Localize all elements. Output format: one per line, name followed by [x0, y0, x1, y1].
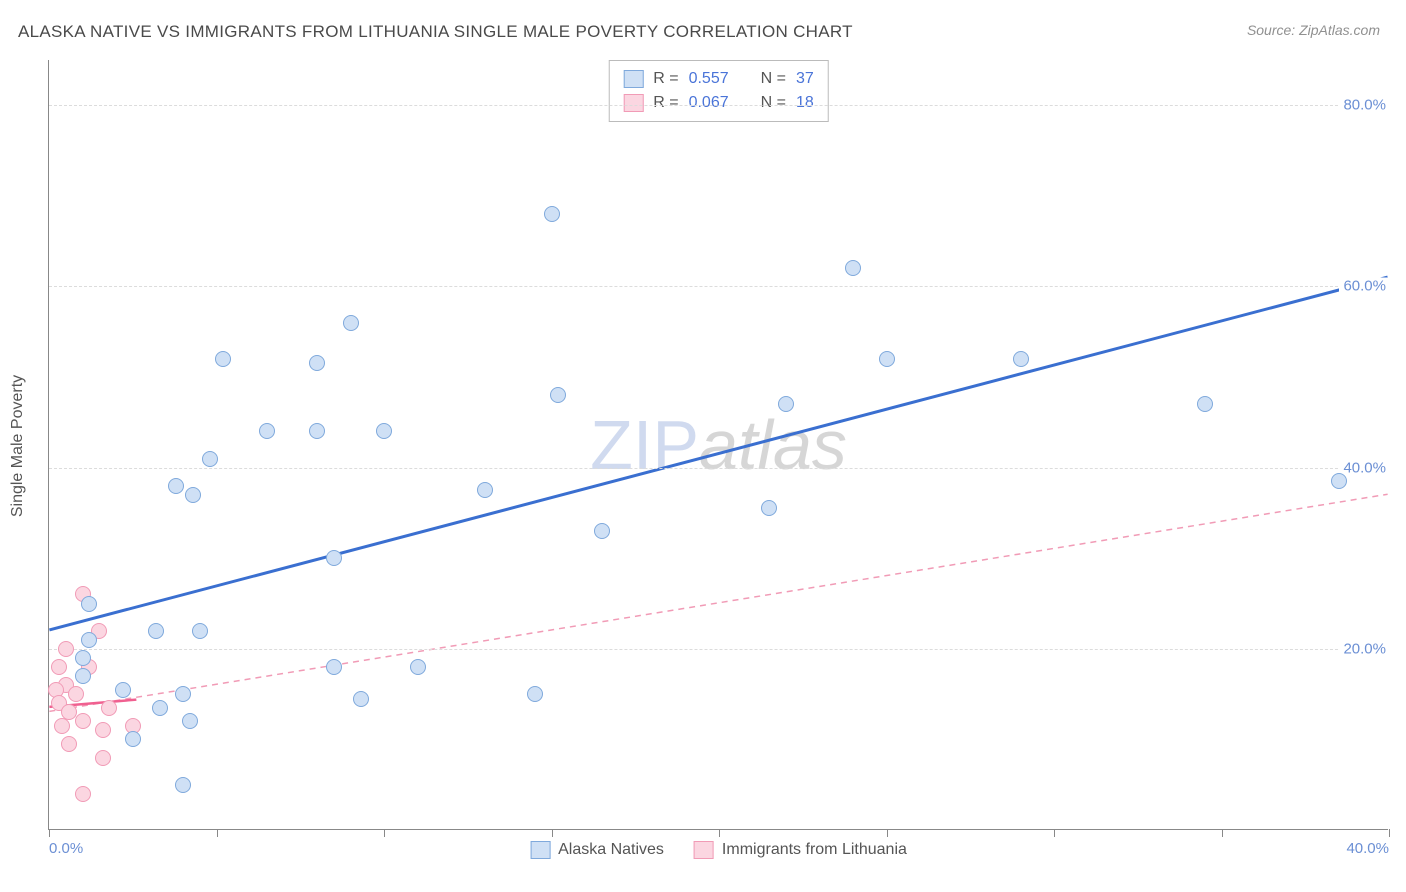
r-key: R =	[653, 67, 678, 91]
legend-stat-row: R = 0.557 N = 37	[623, 67, 814, 91]
point-alaska	[185, 487, 201, 503]
point-alaska	[309, 423, 325, 439]
point-lithuania	[58, 641, 74, 657]
source-attribution: Source: ZipAtlas.com	[1247, 22, 1380, 38]
point-lithuania	[75, 786, 91, 802]
point-alaska	[81, 632, 97, 648]
point-lithuania	[68, 686, 84, 702]
point-alaska	[115, 682, 131, 698]
x-tick	[1222, 829, 1223, 837]
point-alaska	[309, 355, 325, 371]
point-alaska	[75, 668, 91, 684]
r-key: R =	[653, 91, 678, 115]
point-alaska	[192, 623, 208, 639]
point-alaska	[353, 691, 369, 707]
point-alaska	[544, 206, 560, 222]
y-axis-label: Single Male Poverty	[9, 375, 27, 517]
chart-title: ALASKA NATIVE VS IMMIGRANTS FROM LITHUAN…	[18, 22, 853, 42]
y-tick-label: 40.0%	[1339, 459, 1390, 476]
r-val-lithuania: 0.067	[689, 91, 729, 115]
point-alaska	[75, 650, 91, 666]
point-alaska	[594, 523, 610, 539]
swatch-lithuania	[694, 841, 714, 859]
x-tick	[1054, 829, 1055, 837]
trend-lines	[49, 60, 1388, 829]
chart-container: ALASKA NATIVE VS IMMIGRANTS FROM LITHUAN…	[0, 0, 1406, 892]
point-alaska	[152, 700, 168, 716]
point-alaska	[778, 396, 794, 412]
point-alaska	[845, 260, 861, 276]
gridline-h	[49, 286, 1388, 287]
x-tick-label: 40.0%	[1346, 840, 1389, 857]
point-alaska	[761, 500, 777, 516]
x-tick	[1389, 829, 1390, 837]
plot-area: ZIPatlas R = 0.557 N = 37 R = 0.067 N = …	[48, 60, 1388, 830]
point-alaska	[527, 686, 543, 702]
n-val-lithuania: 18	[796, 91, 814, 115]
point-lithuania	[75, 713, 91, 729]
n-key: N =	[761, 67, 786, 91]
point-alaska	[376, 423, 392, 439]
swatch-alaska	[530, 841, 550, 859]
point-alaska	[175, 686, 191, 702]
x-tick	[384, 829, 385, 837]
point-alaska	[148, 623, 164, 639]
legend-item-alaska: Alaska Natives	[530, 841, 664, 859]
swatch-alaska	[623, 70, 643, 88]
n-val-alaska: 37	[796, 67, 814, 91]
point-alaska	[550, 387, 566, 403]
point-alaska	[326, 550, 342, 566]
point-lithuania	[54, 718, 70, 734]
point-alaska	[879, 351, 895, 367]
legend-stat-row: R = 0.067 N = 18	[623, 91, 814, 115]
gridline-h	[49, 105, 1388, 106]
point-alaska	[168, 478, 184, 494]
point-lithuania	[61, 736, 77, 752]
watermark-zip: ZIP	[590, 406, 699, 484]
gridline-h	[49, 468, 1388, 469]
point-alaska	[215, 351, 231, 367]
point-alaska	[81, 596, 97, 612]
point-alaska	[125, 731, 141, 747]
point-alaska	[259, 423, 275, 439]
point-lithuania	[51, 659, 67, 675]
point-alaska	[343, 315, 359, 331]
point-alaska	[182, 713, 198, 729]
point-alaska	[326, 659, 342, 675]
gridline-h	[49, 649, 1388, 650]
y-tick-label: 20.0%	[1339, 640, 1390, 657]
point-alaska	[1197, 396, 1213, 412]
legend-series: Alaska Natives Immigrants from Lithuania	[530, 841, 907, 859]
point-alaska	[1013, 351, 1029, 367]
x-tick	[887, 829, 888, 837]
x-tick	[49, 829, 50, 837]
x-tick	[719, 829, 720, 837]
point-alaska	[1331, 473, 1347, 489]
point-alaska	[477, 482, 493, 498]
point-alaska	[175, 777, 191, 793]
point-lithuania	[95, 722, 111, 738]
legend-label-lithuania: Immigrants from Lithuania	[722, 841, 907, 859]
r-val-alaska: 0.557	[689, 67, 729, 91]
x-tick	[217, 829, 218, 837]
y-tick-label: 80.0%	[1339, 97, 1390, 114]
point-lithuania	[101, 700, 117, 716]
y-tick-label: 60.0%	[1339, 278, 1390, 295]
swatch-lithuania	[623, 94, 643, 112]
legend-stats: R = 0.557 N = 37 R = 0.067 N = 18	[608, 60, 829, 122]
legend-item-lithuania: Immigrants from Lithuania	[694, 841, 907, 859]
n-key: N =	[761, 91, 786, 115]
point-alaska	[202, 451, 218, 467]
watermark: ZIPatlas	[590, 405, 847, 485]
legend-label-alaska: Alaska Natives	[558, 841, 664, 859]
watermark-atlas: atlas	[699, 406, 847, 484]
point-lithuania	[95, 750, 111, 766]
x-tick	[552, 829, 553, 837]
x-tick-label: 0.0%	[49, 840, 83, 857]
point-alaska	[410, 659, 426, 675]
